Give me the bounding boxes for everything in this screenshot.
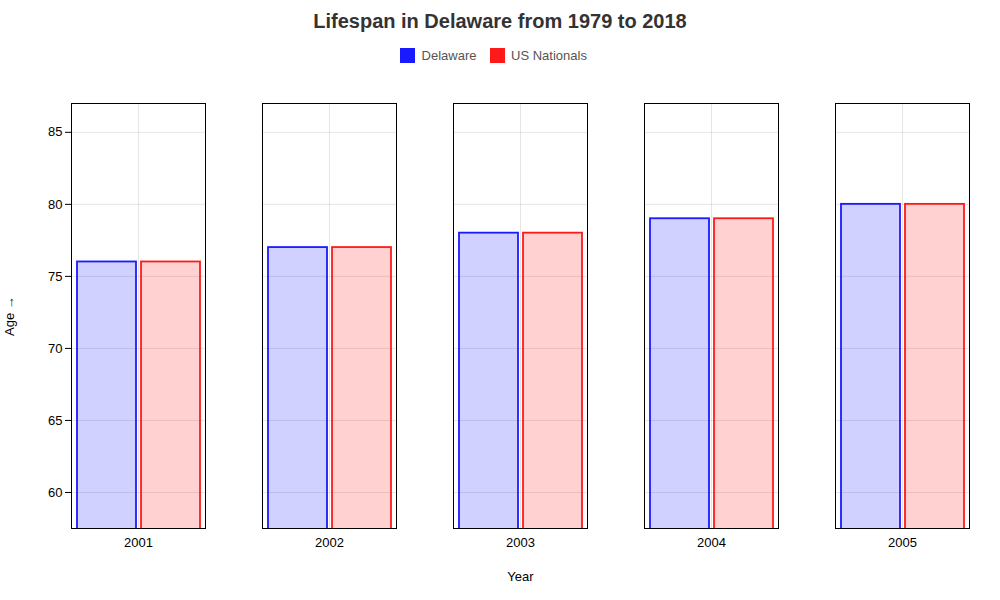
svg-text:80: 80 <box>48 196 62 211</box>
svg-text:75: 75 <box>48 268 62 283</box>
svg-text:2005: 2005 <box>888 534 917 549</box>
svg-text:60: 60 <box>48 484 62 499</box>
html-text:US Nationals: US Nationals <box>511 48 587 63</box>
svg-text:Age →: Age → <box>2 296 17 336</box>
svg-text:85: 85 <box>48 124 62 139</box>
svg-text:2003: 2003 <box>506 534 535 549</box>
svg-text:70: 70 <box>48 340 62 355</box>
svg-text:2002: 2002 <box>315 534 344 549</box>
svg-text:65: 65 <box>48 412 62 427</box>
svg-text:2001: 2001 <box>124 534 153 549</box>
html-text:Delaware: Delaware <box>421 48 477 63</box>
svg-text:2004: 2004 <box>697 534 726 549</box>
svg-text:Year: Year <box>507 568 534 583</box>
html-text:Lifespan in Delaware from 1979: Lifespan in Delaware from 1979 to 2018 <box>313 10 687 32</box>
